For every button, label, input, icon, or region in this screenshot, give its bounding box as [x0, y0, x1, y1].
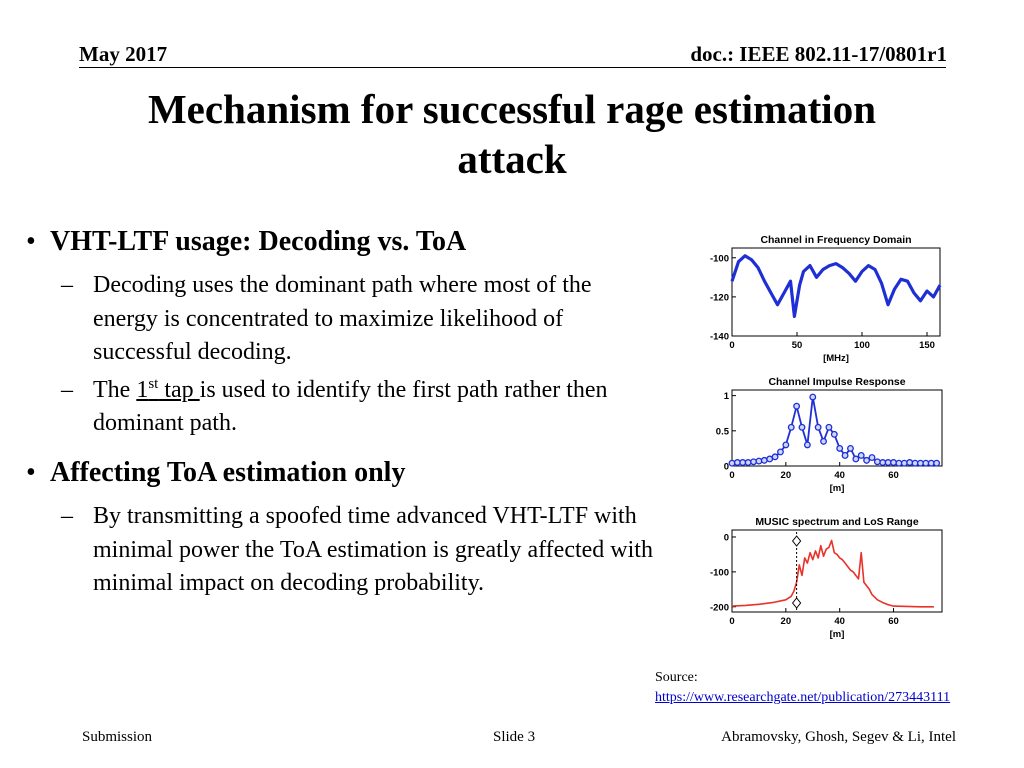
chart-2-data-point — [830, 430, 838, 438]
slide-body: • VHT-LTF usage: Decoding vs. ToA – Deco… — [26, 224, 655, 605]
chart-3-los-marker-top — [791, 535, 802, 547]
chart-1-series-line — [730, 254, 942, 319]
chart-1-ytick-label: -120 — [710, 292, 729, 303]
first-tap-term: 1st tap — [136, 375, 200, 403]
chart-2-xlabel: [m] — [830, 483, 845, 494]
chart-2-data-point — [890, 459, 897, 466]
chart-2-data-point — [825, 423, 833, 431]
slide-title-line-1: Mechanism for successful rage estimation — [147, 86, 876, 132]
footer-left: Submission — [82, 729, 153, 745]
chart-3-xlabel: [m] — [830, 629, 845, 640]
header-rule — [79, 67, 946, 68]
chart-2-data-point — [836, 444, 844, 452]
bullet-2: • Affecting ToA estimation only — [26, 455, 655, 490]
footer-slide-number: Slide 3 — [493, 729, 536, 745]
first-tap-word: tap — [158, 376, 200, 403]
chart-2-xtick-label: 20 — [781, 470, 792, 481]
chart-1-title: Channel in Frequency Domain — [760, 234, 911, 246]
chart-2-data-point — [798, 423, 806, 431]
sub-bullet-1-2-pre: The — [93, 376, 137, 403]
chart-2-data-point — [728, 459, 736, 467]
chart-3-series-line — [731, 539, 934, 608]
chart-2-data-point — [744, 459, 752, 466]
chart-2-data-point — [841, 451, 849, 459]
chart-2-data-point — [793, 402, 801, 410]
sub-bullet-2-1: – By transmitting a spoofed time advance… — [30, 500, 655, 601]
sub-bullet-2-1-text: By transmitting a spoofed time advanced … — [93, 502, 653, 597]
header-doc-id: doc.: IEEE 802.11-17/0801r1 — [690, 42, 947, 66]
dash-marker: – — [61, 272, 73, 298]
chart-1-xlabel: [MHz] — [823, 353, 849, 364]
chart-2-data-point — [868, 454, 876, 462]
chart-2-data-point — [820, 437, 827, 445]
dash-marker: – — [61, 376, 73, 403]
chart-3-los-marker-bottom — [791, 597, 802, 609]
chart-2-data-point — [900, 459, 908, 467]
chart-2-title: Channel Impulse Response — [768, 376, 905, 388]
chart-3-xtick-label: 0 — [729, 616, 734, 627]
source-note: Source: https://www.researchgate.net/pub… — [655, 668, 950, 709]
chart-1-frame — [731, 247, 941, 337]
sub-bullet-1-2: – The 1st tap is used to identify the fi… — [30, 374, 655, 441]
chart-1-xtick-label: 50 — [792, 340, 803, 351]
footer-authors: Abramovsky, Ghosh, Segev & Li, Intel — [721, 729, 956, 745]
bullet-dot: • — [26, 226, 36, 257]
chart-3-ytick-label: -200 — [710, 602, 729, 613]
sub-bullet-1-1: – Decoding uses the dominant path where … — [30, 269, 655, 370]
chart-3-xtick-label: 40 — [834, 616, 845, 627]
chart-2-data-point — [847, 444, 854, 452]
chart-3-xtick-label: 20 — [781, 616, 792, 627]
header-date: May 2017 — [79, 42, 168, 66]
chart-2-xtick-label: 60 — [888, 470, 899, 481]
bullet-2-text: Affecting ToA estimation only — [50, 456, 406, 488]
chart-1-ytick-label: -100 — [710, 253, 729, 264]
chart-2-data-point — [814, 423, 822, 431]
chart-1-xtick-label: 150 — [919, 340, 935, 351]
chart-1-xtick-label: 0 — [729, 340, 734, 351]
chart-2-ytick-label: 0 — [724, 462, 729, 473]
sub-bullet-1-2-post: is used to identify the first path rathe… — [93, 376, 608, 437]
slide-title-line-2: attack — [457, 136, 567, 183]
chart-1-ytick-label: -140 — [710, 332, 729, 343]
chart-3-ytick-label: 0 — [724, 532, 729, 543]
chart-2-series-line — [731, 396, 937, 465]
first-tap-number: 1 — [136, 376, 149, 403]
chart-2-data-point — [873, 458, 881, 466]
chart-2-xtick-label: 0 — [729, 470, 734, 481]
chart-2-data-point — [787, 423, 795, 431]
sub-bullet-1-1-text: Decoding uses the dominant path where mo… — [93, 272, 592, 366]
chart-2-ytick-label: 1 — [724, 391, 730, 402]
slide-title: Mechanism for successful rage estimation… — [60, 84, 964, 184]
chart-2-data-point — [863, 456, 871, 464]
chart-2-frame — [731, 389, 943, 467]
chart-2-xtick-label: 40 — [834, 470, 845, 481]
chart-2-data-point — [782, 441, 790, 449]
bullet-1: • VHT-LTF usage: Decoding vs. ToA — [26, 224, 655, 259]
chart-3-title: MUSIC spectrum and LoS Range — [755, 516, 919, 528]
chart-2-data-point — [857, 451, 865, 459]
source-link[interactable]: https://www.researchgate.net/publication… — [655, 690, 951, 706]
dash-marker: – — [61, 502, 73, 529]
chart-2-data-point — [777, 448, 784, 456]
chart-2-data-point — [809, 393, 817, 401]
chart-3-frame — [731, 529, 943, 613]
chart-3-xtick-label: 60 — [888, 616, 899, 627]
chart-2-data-point — [933, 459, 941, 467]
chart-2-data-point — [750, 458, 757, 466]
bullet-1-text: VHT-LTF usage: Decoding vs. ToA — [50, 226, 467, 257]
first-tap-superscript: st — [148, 375, 159, 392]
chart-3-ytick-label: -100 — [710, 567, 729, 578]
bullet-dot: • — [26, 456, 36, 488]
chart-2-data-point — [852, 455, 860, 463]
chart-2-data-point — [803, 441, 811, 449]
chart-1-xtick-label: 100 — [854, 340, 870, 351]
source-label: Source: — [655, 670, 698, 685]
chart-2-data-point — [771, 453, 779, 461]
chart-2-ytick-label: 0.5 — [716, 426, 730, 437]
chart-2-data-point — [760, 456, 768, 464]
figure-panel: Channel in Frequency Domain -100 -120 -140 0… — [700, 228, 960, 658]
channel-figures-svg: Channel in Frequency Domain-100-120-1400… — [710, 234, 943, 640]
chart-2-data-point — [906, 459, 914, 466]
chart-2-data-point — [755, 457, 763, 465]
